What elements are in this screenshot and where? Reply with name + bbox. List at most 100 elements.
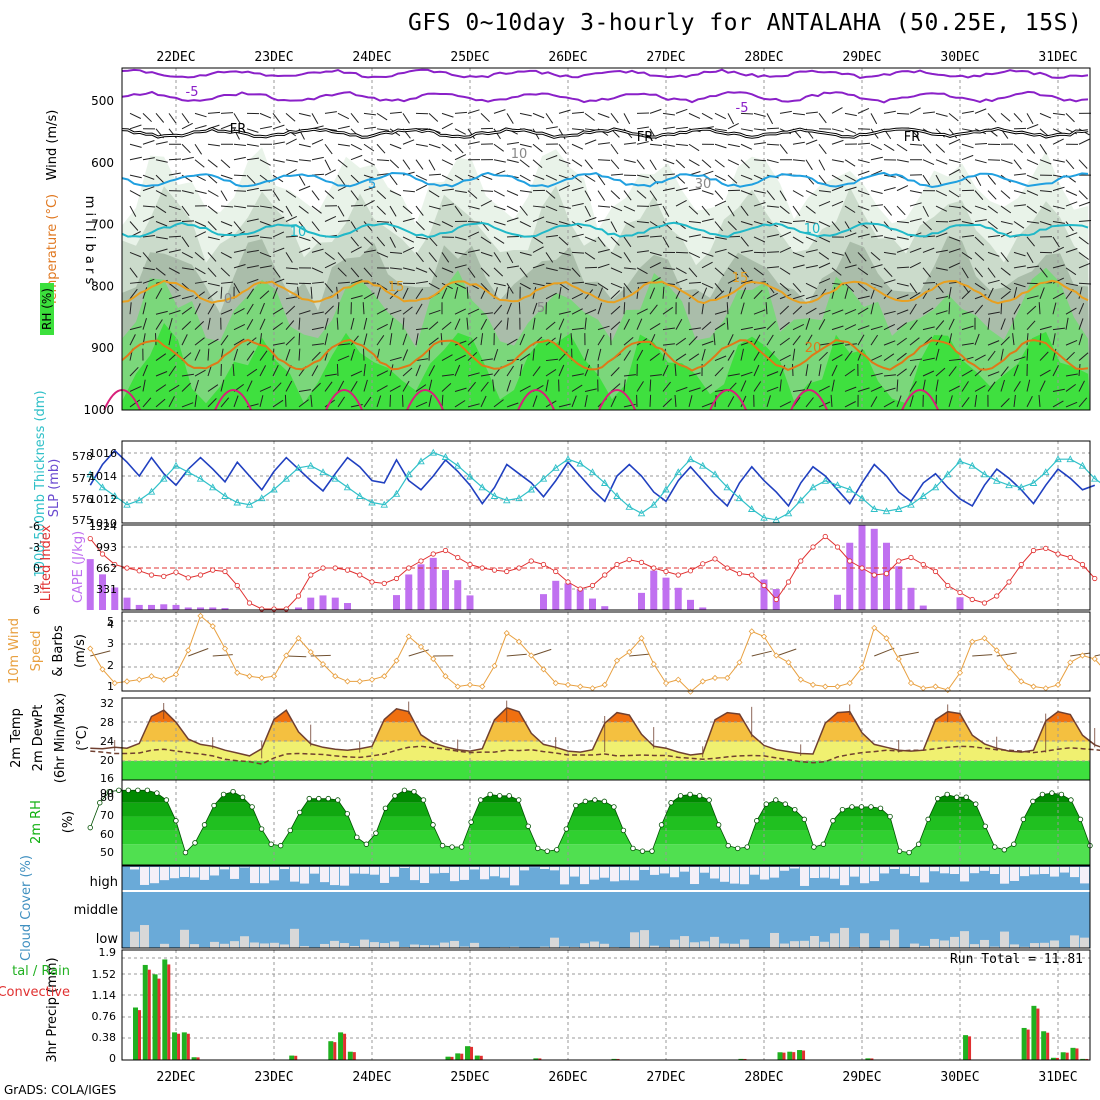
cloud-low-bar [540, 946, 549, 948]
wind10m-barbs-label: & Barbs [51, 625, 66, 677]
wind-barb [844, 174, 856, 182]
wind-barb [389, 174, 398, 186]
thickness-marker [613, 492, 621, 499]
wind-barb [766, 320, 776, 331]
thickness-marker [257, 494, 266, 502]
wind-barb [207, 221, 217, 231]
wind-barb [818, 351, 828, 361]
wind-barb [1013, 356, 1026, 362]
precip-conv-bar [352, 1052, 356, 1060]
wind-barb [675, 126, 688, 130]
precip-total-bar [738, 1058, 744, 1060]
wind-barb [454, 154, 467, 161]
wind-barb [129, 112, 142, 119]
wind-barb [298, 236, 311, 242]
cloud-low-bar [790, 941, 799, 948]
cloud-high-gap [180, 867, 189, 877]
wind-barb [922, 326, 935, 331]
wind-barb [194, 125, 207, 130]
thickness-marker [992, 476, 1001, 484]
wind-barb [194, 321, 205, 331]
cape-bar [907, 587, 915, 610]
wind-barb [545, 267, 558, 272]
wind-speed-marker [368, 676, 376, 683]
wind-barb [506, 252, 514, 264]
wind-barb [207, 291, 218, 300]
wind-barb [597, 282, 609, 291]
cape-bar [699, 607, 707, 610]
wind-barb [532, 174, 545, 180]
wind-barb [311, 138, 324, 145]
wind-barb [298, 159, 311, 162]
wind-barb [415, 333, 419, 346]
lifted-index-marker [369, 579, 375, 585]
cloud-high-gap [870, 867, 879, 882]
wind-barb [492, 379, 495, 392]
wind-barb-10m [286, 655, 307, 658]
wind-barb [1026, 143, 1036, 154]
lifted-index-marker [87, 535, 93, 542]
wind-barb [519, 267, 528, 278]
wind-barb [883, 289, 893, 300]
rh-marker [487, 791, 493, 798]
thickness-marker [404, 470, 413, 478]
wind-barb [727, 221, 737, 231]
wind-barb [610, 267, 623, 274]
lifted-index-marker [994, 593, 1000, 599]
wind-barb [272, 216, 285, 222]
wind-barb [389, 385, 401, 392]
wind-barb [168, 235, 182, 238]
thickness-marker [735, 494, 744, 502]
wind-barb [623, 302, 626, 315]
pressure-tick: 1000 [83, 403, 114, 417]
wind-speed-marker [736, 659, 743, 666]
wind-barb [454, 308, 467, 315]
rh-marker [392, 793, 398, 799]
wind-barb [844, 282, 855, 292]
wind-barb [454, 387, 467, 392]
precip-conv-bar [1046, 1032, 1050, 1060]
wind-barb [935, 267, 948, 271]
lifted-index-marker [381, 580, 387, 587]
wind-barb [610, 113, 619, 124]
isotherm-25 [406, 389, 445, 411]
wind-barb [1039, 333, 1042, 346]
wind-barb [545, 174, 558, 181]
wind-barb [909, 283, 918, 294]
wind-barb [233, 307, 245, 315]
wind-barb [545, 205, 558, 212]
wind-barb [701, 282, 714, 289]
lifted-index-marker [1030, 547, 1037, 554]
cape-bar [956, 597, 964, 610]
wind-barb [740, 395, 747, 408]
wind-barb [1012, 333, 1015, 346]
wind-barb [480, 282, 490, 293]
wind-barb [570, 333, 573, 346]
precip-conv-bar [157, 978, 161, 1060]
wind-barb [779, 143, 788, 155]
wind-barb [466, 286, 469, 299]
wind-barb [415, 159, 424, 170]
wind-barb [285, 235, 299, 238]
rh-marker [849, 804, 855, 810]
wind-barb [740, 326, 753, 331]
wind-barb [1078, 262, 1091, 269]
thickness-marker [368, 498, 376, 506]
wind-barb [701, 251, 714, 257]
lifted-index-marker [945, 582, 951, 589]
wind-barb [1065, 201, 1078, 207]
precip-total-bar [611, 1058, 617, 1060]
wind-speed-marker [993, 647, 1000, 654]
wind-barb [571, 267, 581, 278]
cloud-low-bar [1050, 940, 1059, 948]
wind-barb [818, 252, 830, 260]
wind-barb [129, 156, 142, 161]
wind-speed-marker [454, 683, 461, 690]
wind-barb [649, 143, 662, 146]
thickness-marker [441, 453, 450, 460]
rh-marker [277, 842, 284, 849]
wind-barb [844, 350, 853, 361]
rh-marker [754, 818, 760, 824]
cloud-high-gap [1040, 867, 1049, 874]
wind-barb [818, 174, 827, 185]
